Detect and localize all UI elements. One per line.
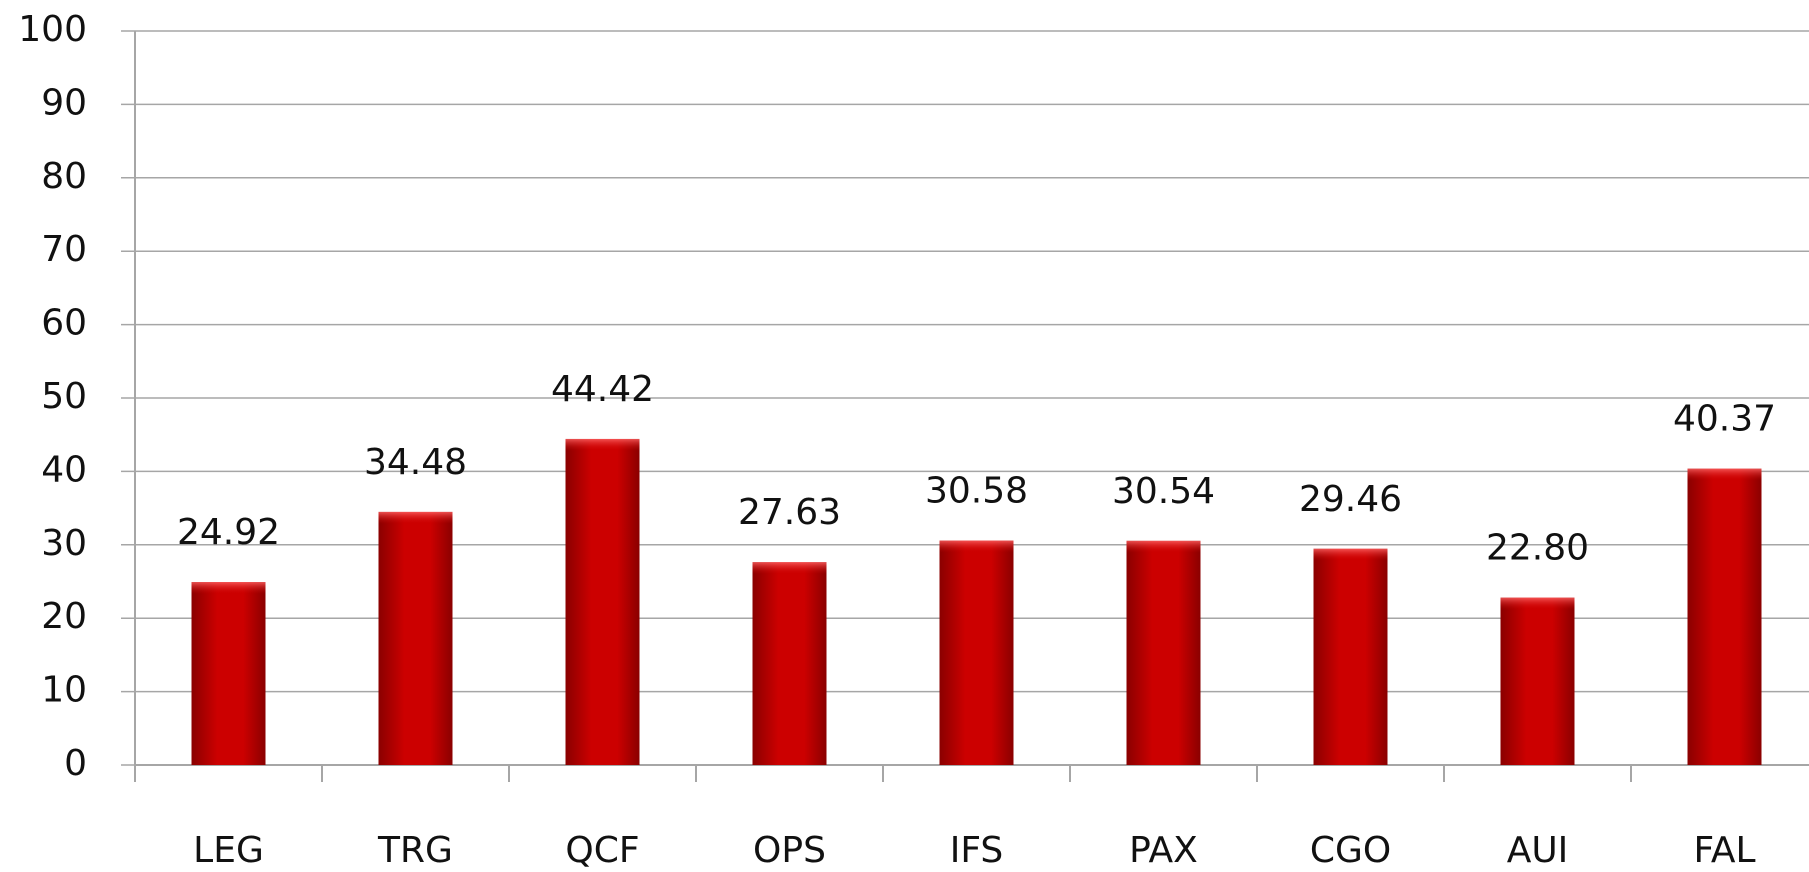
y-tick-label: 0 — [64, 743, 87, 784]
bar — [1313, 548, 1388, 765]
data-label: 27.63 — [738, 492, 841, 533]
data-label: 30.54 — [1112, 471, 1215, 512]
bar — [752, 562, 827, 765]
bar-highlight — [752, 562, 827, 575]
x-tick-label: TRG — [377, 830, 453, 871]
bar-highlight — [1126, 540, 1201, 553]
y-tick-label: 50 — [41, 376, 87, 417]
bar — [1687, 468, 1762, 765]
data-label: 40.37 — [1673, 399, 1776, 440]
y-tick-label: 90 — [41, 82, 87, 123]
x-tick-label: AUI — [1507, 830, 1569, 871]
bar — [1500, 597, 1575, 765]
x-tick-label: OPS — [753, 830, 826, 871]
x-tick-label: CGO — [1310, 830, 1391, 871]
x-tick-label: LEG — [193, 830, 264, 871]
x-tick-label: IFS — [950, 830, 1004, 871]
y-tick-label: 40 — [41, 449, 87, 490]
bar-highlight — [939, 540, 1014, 553]
y-tick-label: 70 — [41, 229, 87, 270]
y-tick-label: 100 — [18, 9, 87, 50]
data-label: 24.92 — [177, 512, 280, 553]
bar-highlight — [191, 582, 266, 595]
data-label: 34.48 — [364, 442, 467, 483]
x-tick-label: FAL — [1693, 830, 1755, 871]
bar — [191, 582, 266, 765]
bar — [939, 540, 1014, 765]
bar-highlight — [1687, 468, 1762, 481]
bar — [565, 438, 640, 765]
data-label: 44.42 — [551, 369, 654, 410]
bar — [1126, 540, 1201, 765]
y-tick-label: 20 — [41, 596, 87, 637]
data-label: 29.46 — [1299, 479, 1402, 520]
y-tick-label: 30 — [41, 523, 87, 564]
bar — [378, 511, 453, 765]
bar-highlight — [1313, 548, 1388, 561]
data-label: 22.80 — [1486, 528, 1589, 569]
bar-highlight — [378, 511, 453, 524]
data-label: 30.58 — [925, 471, 1028, 512]
y-tick-label: 80 — [41, 156, 87, 197]
y-tick-label: 60 — [41, 303, 87, 344]
bar-highlight — [565, 438, 640, 451]
x-tick-label: QCF — [565, 830, 639, 871]
x-tick-label: PAX — [1129, 830, 1198, 871]
bar-highlight — [1500, 597, 1575, 610]
y-tick-label: 10 — [41, 670, 87, 711]
